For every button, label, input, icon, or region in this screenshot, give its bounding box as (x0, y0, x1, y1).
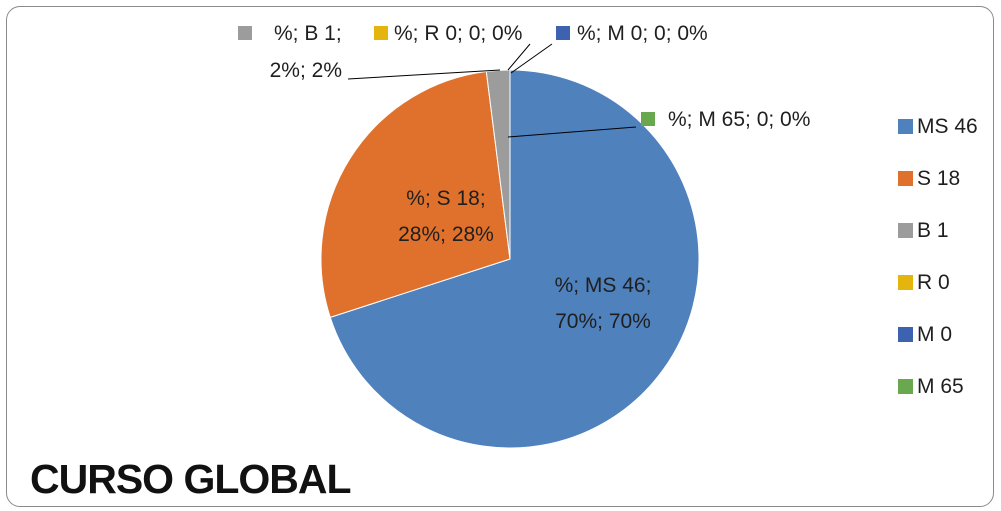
legend-label-2: B 1 (917, 219, 949, 242)
legend-label-4: M 0 (917, 323, 952, 346)
data-label-3-0: %; R 0; 0; 0% (394, 22, 522, 45)
legend-swatch-2 (898, 223, 913, 238)
label-swatch-4 (556, 26, 570, 40)
chart-title: CURSO GLOBAL (30, 456, 351, 502)
data-label-2-0: %; B 1; (274, 22, 342, 45)
legend-swatch-5 (898, 379, 913, 394)
data-label-0-0: %; MS 46; (555, 274, 652, 297)
legend-label-5: M 65 (917, 375, 964, 398)
legend-label-3: R 0 (917, 271, 950, 294)
leader-line-1 (507, 43, 531, 71)
legend-swatch-3 (898, 275, 913, 290)
legend-label-1: S 18 (917, 167, 960, 190)
data-label-0-1: 70%; 70% (555, 310, 651, 333)
legend-label-0: MS 46 (917, 115, 978, 138)
label-swatch-5 (641, 112, 655, 126)
data-label-2-0: 2%; 2% (270, 59, 342, 82)
label-swatch-3 (374, 26, 388, 40)
data-label-1-1: 28%; 28% (398, 223, 494, 246)
data-label-5-0: %; M 65; 0; 0% (668, 108, 810, 131)
pie-slice-0 (329, 69, 700, 449)
leader-lines (347, 43, 637, 138)
legend-swatch-0 (898, 119, 913, 134)
pie-slice-1 (320, 70, 511, 319)
legend-swatch-1 (898, 171, 913, 186)
legend: MS 46 S 18 B 1 R 0 M 0 M 65 (898, 115, 978, 398)
label-swatch-2 (238, 26, 252, 40)
data-label-4-0: %; M 0; 0; 0% (577, 22, 708, 45)
leader-line-3 (507, 126, 637, 138)
data-labels: %; MS 46; 70%; 70% %; S 18; 28%; 28% %; B 1;… (238, 22, 810, 333)
leader-line-0 (347, 69, 501, 80)
legend-swatch-4 (898, 327, 913, 342)
pie-slices (320, 69, 700, 449)
data-label-1-0: %; S 18; (406, 187, 485, 210)
leader-line-2 (510, 43, 553, 74)
